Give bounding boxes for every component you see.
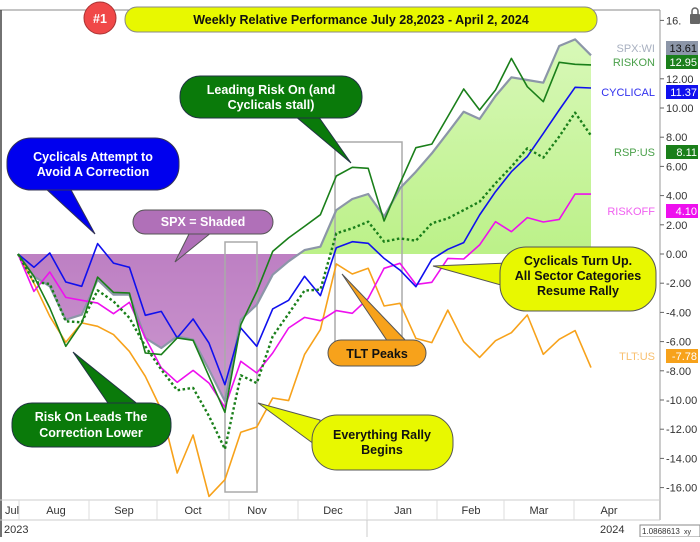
month-label-dec: Dec xyxy=(323,505,343,517)
coordinate-mode-label: xy xyxy=(684,529,692,536)
month-label-aug: Aug xyxy=(46,505,66,517)
month-label-nov: Nov xyxy=(247,505,267,517)
month-label-sep: Sep xyxy=(114,505,134,517)
y-tick-label: -10.00 xyxy=(666,395,697,407)
month-label-jan: Jan xyxy=(394,505,412,517)
y-tick-label: -6.00 xyxy=(666,337,691,349)
svg-text:Avoid A Correction: Avoid A Correction xyxy=(37,165,150,179)
year-label-2023: 2023 xyxy=(4,524,28,536)
callout-tlt-peaks: TLT Peaks xyxy=(327,273,427,367)
series-name-cyclical: CYCLICAL xyxy=(601,87,655,99)
y-tick-label: 0.00 xyxy=(666,249,687,261)
series-name-riskon: RISKON xyxy=(613,57,655,69)
svg-text:Leading Risk On (and: Leading Risk On (and xyxy=(207,83,336,97)
series-last-value-spxwi: 13.61 xyxy=(669,43,697,55)
chart-number-badge xyxy=(83,1,117,35)
callout-cyclicals-attempt: Cyclicals Attempt to Avoid A Correction xyxy=(6,137,180,235)
y-tick-label: -2.00 xyxy=(666,278,691,290)
y-tick-label: 10.00 xyxy=(666,103,694,115)
month-label-mar: Mar xyxy=(530,505,549,517)
svg-text:Correction Lower: Correction Lower xyxy=(39,426,143,440)
y-tick-label: 12.00 xyxy=(666,74,694,86)
svg-text:All Sector Categories: All Sector Categories xyxy=(515,269,641,283)
y-tick-label: 4.00 xyxy=(666,191,687,203)
callout-cyclicals-turn-up: Cyclicals Turn Up. All Sector Categories… xyxy=(432,246,657,312)
svg-text:Cyclicals Turn Up.: Cyclicals Turn Up. xyxy=(524,254,632,268)
month-label-apr: Apr xyxy=(600,505,617,517)
series-name-rspus: RSP:US xyxy=(614,147,655,159)
series-name-spxwi: SPX:WI xyxy=(616,43,655,55)
series-value-box-cyclical xyxy=(666,85,698,99)
callout-risk-on-leads: Risk On Leads The Correction Lower xyxy=(11,351,172,448)
svg-text:Cyclicals Attempt to: Cyclicals Attempt to xyxy=(33,150,153,164)
title-box xyxy=(124,6,598,33)
series-labels: SPX:WI 13.61 RISKON 12.95 CYCLICAL 11.37 RSP:U… xyxy=(601,41,698,363)
callout-leading-risk-on: Leading Risk On (and Cyclicals stall) xyxy=(179,75,363,164)
series-line-tltus xyxy=(17,253,592,498)
month-label-jul: Jul xyxy=(5,505,19,517)
coordinate-readout: 1.0868613 xyxy=(642,527,680,536)
lock-icon[interactable] xyxy=(690,7,700,24)
series-last-value-riskon: 12.95 xyxy=(669,57,697,69)
series-name-riskoff: RISKOFF xyxy=(607,206,655,218)
y-axis-ticks: 16. 12.00 10.00 8.00 6.00 4.00 2.00 0.00 -2.00 -4… xyxy=(660,15,697,495)
chart-title: Weekly Relative Performance July 28,2023… xyxy=(193,13,529,27)
series-last-value-rspus: 8.11 xyxy=(676,147,697,159)
series-last-value-tltus: -7.78 xyxy=(672,351,697,363)
svg-text:Risk On Leads The: Risk On Leads The xyxy=(35,410,148,424)
y-tick-label: -8.00 xyxy=(666,366,691,378)
svg-text:Everything Rally: Everything Rally xyxy=(333,428,431,442)
callout-everything-rally: Everything Rally Begins xyxy=(257,402,454,471)
highlight-box-october xyxy=(224,241,258,493)
spx-shade-above-zero xyxy=(18,39,591,254)
series-line-cyclical xyxy=(17,86,592,386)
series-name-tltus: TLT:US xyxy=(619,351,655,363)
series-last-value-cyclical: 11.37 xyxy=(670,87,697,99)
series-line-riskon xyxy=(17,57,592,414)
y-tick-label: 16. xyxy=(666,15,681,27)
svg-text:Resume Rally: Resume Rally xyxy=(537,284,619,298)
series-value-box-spxwi xyxy=(666,41,698,55)
series-value-box-riskon xyxy=(666,55,698,69)
series-value-box-tltus xyxy=(666,349,698,363)
series-last-value-riskoff: 4.10 xyxy=(676,206,697,218)
y-tick-label: 2.00 xyxy=(666,220,687,232)
spx-shade-below-zero xyxy=(18,254,591,402)
y-tick-label: 8.00 xyxy=(666,132,687,144)
svg-text:Cyclicals stall): Cyclicals stall) xyxy=(228,98,315,112)
x-axis: Jul Aug Sep Oct Nov Dec Jan Feb Mar Apr 2023 2024… xyxy=(0,499,700,538)
svg-text:Begins: Begins xyxy=(361,443,403,457)
callout-spx-shaded: SPX = Shaded xyxy=(132,209,274,263)
y-tick-label: -14.00 xyxy=(666,453,697,465)
badge-text: #1 xyxy=(93,12,107,26)
y-tick-label: 6.00 xyxy=(666,161,687,173)
series-value-box-riskoff xyxy=(666,204,698,218)
month-label-feb: Feb xyxy=(462,505,481,517)
month-label-oct: Oct xyxy=(184,505,201,517)
year-label-2024: 2024 xyxy=(600,524,624,536)
series-value-box-rspus xyxy=(666,145,698,159)
y-tick-label: -4.00 xyxy=(666,307,691,319)
spx-shaded-area xyxy=(18,39,591,402)
y-tick-label: -16.00 xyxy=(666,483,697,495)
series-line-spxwi xyxy=(17,38,592,403)
series-line-riskoff xyxy=(17,193,592,409)
y-tick-label: -12.00 xyxy=(666,424,697,436)
svg-text:TLT Peaks: TLT Peaks xyxy=(346,347,408,361)
svg-text:SPX = Shaded: SPX = Shaded xyxy=(161,215,245,229)
series-lines xyxy=(16,38,592,498)
